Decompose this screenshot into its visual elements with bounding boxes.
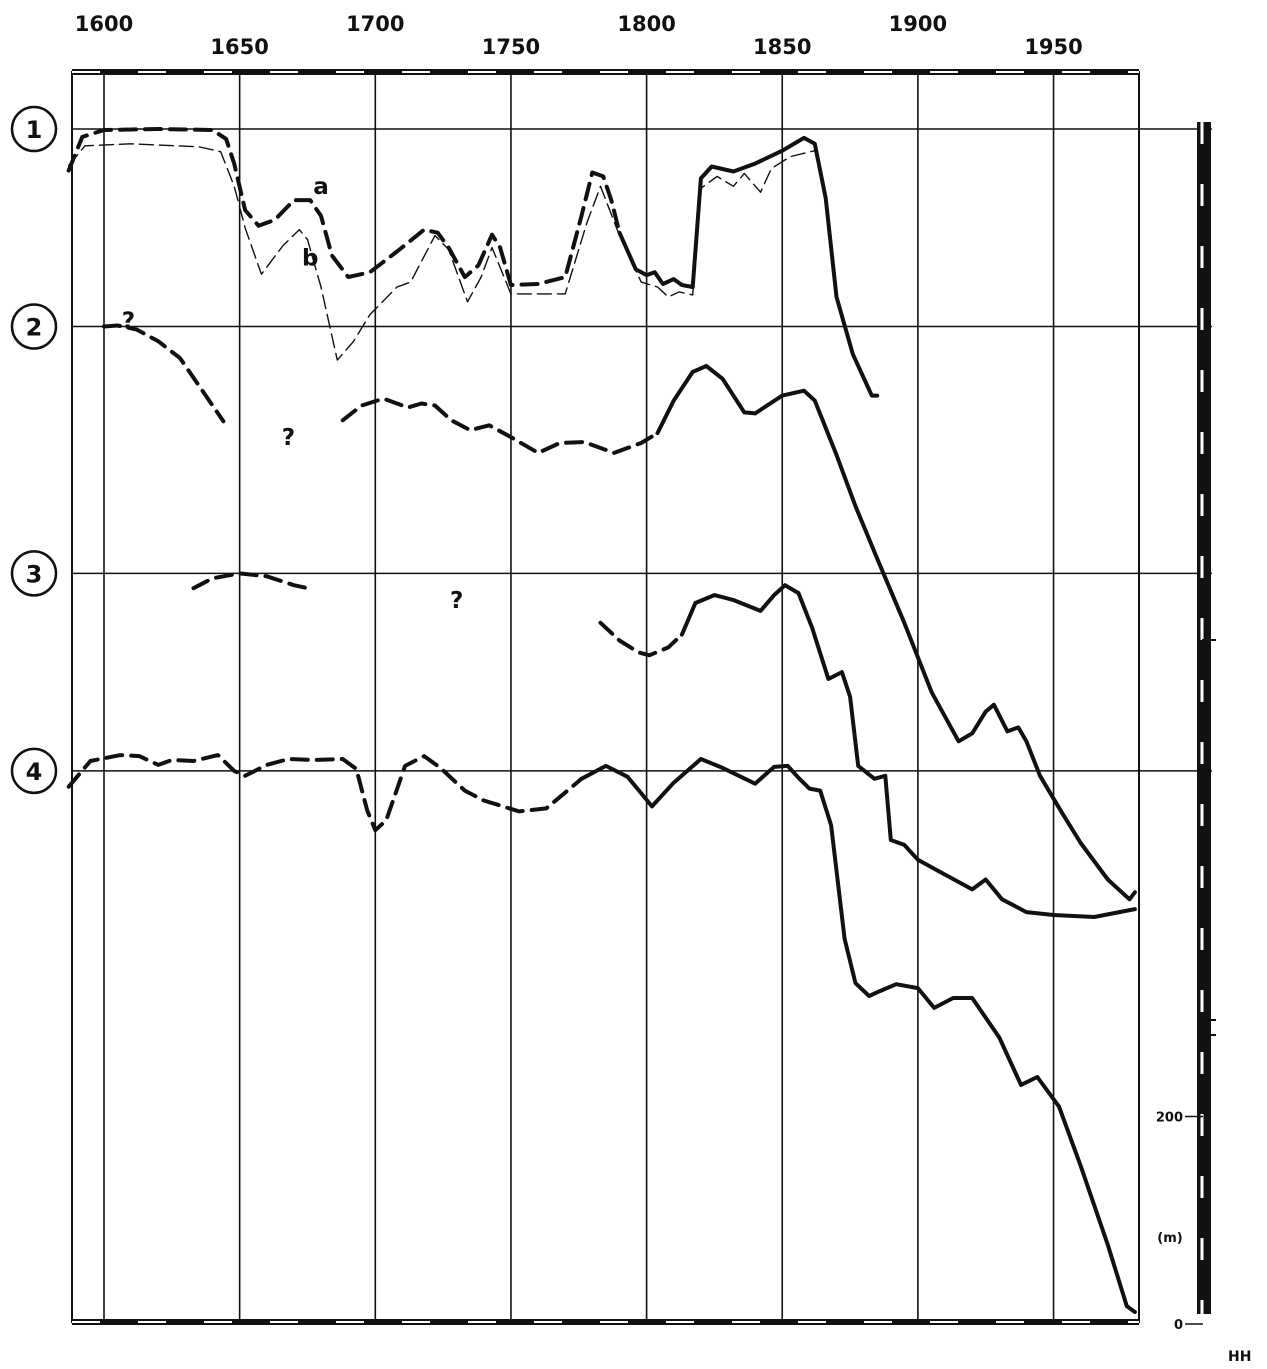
- glacier-label-circle-1: [10, 105, 58, 153]
- tick-label-1850: 1850: [753, 35, 811, 59]
- scale-bar-strip: [1197, 122, 1211, 1314]
- tick-label-1650: 1650: [210, 35, 268, 59]
- glacier-label-circle-2: [10, 303, 58, 350]
- frame: [71, 69, 1140, 1325]
- question-mark-4: ?: [282, 425, 295, 451]
- tick-label-1600: 1600: [75, 12, 133, 36]
- series-3-segment-1: [191, 571, 310, 591]
- tick-label-1950: 1950: [1024, 35, 1082, 59]
- scale-unit-label: (m): [1157, 1231, 1182, 1246]
- glacier-label-1: 1: [26, 116, 43, 144]
- glacier-label-3: 3: [26, 560, 43, 588]
- series-1a-segment-3: [690, 135, 880, 398]
- series-2-segment-2: [340, 396, 660, 455]
- series-1a-segment-2: [617, 230, 695, 289]
- gridlines: 1 2 3 4: [10, 72, 1212, 1322]
- glacier-label-2: 2: [26, 314, 43, 342]
- series-2-segment-1: [102, 323, 226, 424]
- series-layer: [66, 127, 1137, 1314]
- tick-label-1900: 1900: [889, 12, 947, 36]
- series-1b-segment-1: [68, 143, 873, 397]
- curve-label-b: b: [302, 245, 318, 271]
- series-1a-segment-1: [66, 127, 622, 287]
- tick-label-1700: 1700: [346, 12, 404, 36]
- question-mark-3: ?: [122, 308, 135, 334]
- series-3-segment-3: [679, 583, 1137, 919]
- tick-label-1800: 1800: [617, 12, 675, 36]
- series-4-segment-2: [579, 757, 1137, 1314]
- scale-label-0: 0: [1174, 1318, 1183, 1333]
- glacier-label-circle-4: [10, 747, 58, 795]
- scale-bar: (m) 200 0: [1156, 122, 1216, 1333]
- glacier-label-circle-3: [10, 550, 58, 597]
- series-2-segment-3: [655, 364, 1137, 902]
- tick-label-1750: 1750: [482, 35, 540, 59]
- question-mark-5: ?: [450, 588, 463, 614]
- series-4-segment-1: [66, 753, 584, 833]
- curve-label-a: a: [313, 174, 329, 200]
- credit-label: HH: [1228, 1349, 1251, 1365]
- glacier-label-4: 4: [26, 758, 43, 786]
- annotations: a b???: [122, 174, 464, 614]
- scale-label-200: 200: [1156, 1111, 1183, 1126]
- frame-border: [71, 71, 1140, 1323]
- series-3-segment-2: [598, 620, 684, 658]
- x-axis-ticks: 1600 1700 1800 1900 1650 1750 1850 1950: [75, 12, 1083, 59]
